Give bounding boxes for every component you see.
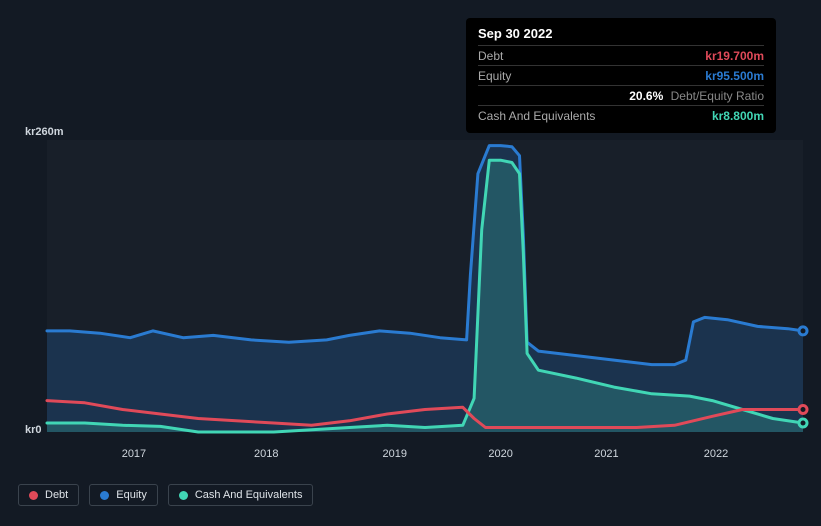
xaxis-tick-label: 2021 <box>594 448 618 460</box>
series-line-equity <box>47 146 803 365</box>
legend-label: Cash And Equivalents <box>195 489 303 501</box>
legend-dot-icon <box>29 491 38 500</box>
xaxis-tick-label: 2022 <box>704 448 728 460</box>
xaxis-tick-label: 2020 <box>488 448 512 460</box>
legend-item-cash[interactable]: Cash And Equivalents <box>168 484 314 506</box>
series-endpoint-equity <box>799 327 807 335</box>
series-endpoint-debt <box>799 406 807 414</box>
series-endpoint-cash <box>799 419 807 427</box>
xaxis-tick-label: 2019 <box>383 448 407 460</box>
legend-dot-icon <box>179 491 188 500</box>
legend-dot-icon <box>100 491 109 500</box>
xaxis-tick-label: 2018 <box>254 448 278 460</box>
chart-legend: Debt Equity Cash And Equivalents <box>18 484 313 506</box>
legend-label: Debt <box>45 489 68 501</box>
series-area-equity <box>47 146 803 432</box>
xaxis-tick-label: 2017 <box>122 448 146 460</box>
legend-label: Equity <box>116 489 147 501</box>
legend-item-debt[interactable]: Debt <box>18 484 79 506</box>
legend-item-equity[interactable]: Equity <box>89 484 158 506</box>
